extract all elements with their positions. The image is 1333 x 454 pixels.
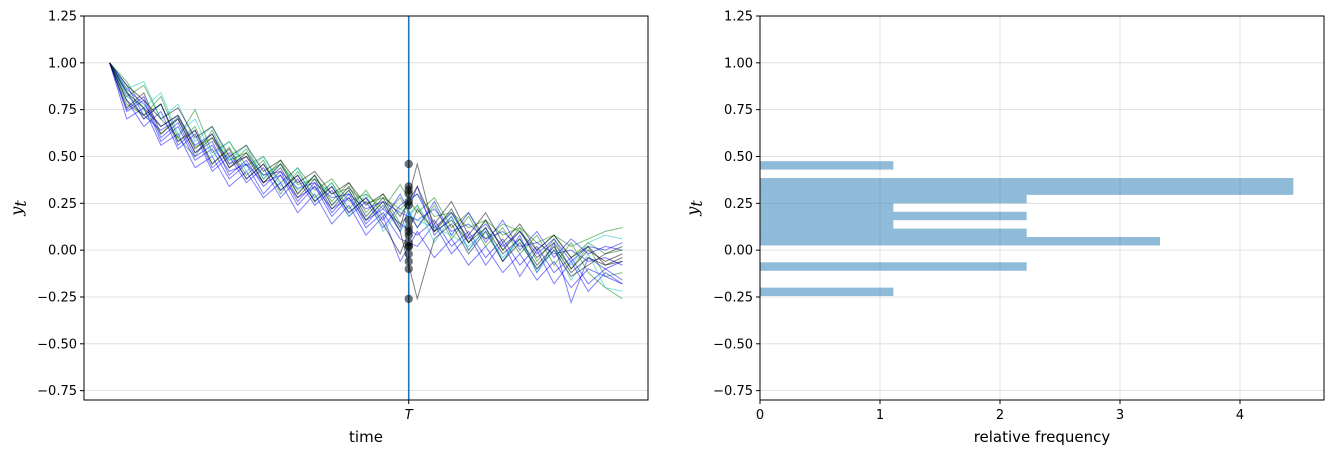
- paths-y-tick-label: 0.00: [48, 244, 77, 259]
- point-at-T: [404, 294, 413, 304]
- histogram-x-tick-label: 4: [1236, 408, 1244, 423]
- paths-series-group: [109, 62, 623, 305]
- point-at-T: [404, 264, 413, 274]
- histogram-bar: [760, 211, 1027, 221]
- histogram-bar: [760, 161, 894, 170]
- histogram-x-ticks: 0 1 2 3 4: [756, 400, 1244, 423]
- point-at-T: [404, 249, 413, 259]
- path-series-line: [109, 62, 623, 270]
- paths-y-tick-label: 0.25: [48, 197, 77, 212]
- histogram-x-tick-label: 1: [876, 408, 884, 423]
- histogram-x-tick-label: 3: [1116, 408, 1124, 423]
- path-series-line: [109, 62, 623, 301]
- histogram-panel: −0.75−0.50−0.250.000.250.500.751.001.25 …: [683, 10, 1325, 446]
- path-series-line: [109, 62, 623, 274]
- histogram-y-tick-label: 0.25: [724, 197, 753, 212]
- paths-y-tick-label: −0.75: [37, 384, 77, 399]
- histogram-y-tick-label: −0.50: [713, 337, 753, 352]
- histogram-y-ticks: −0.75 −0.50 −0.25 0.00 0.25 0.50 0.75 1.00 1.25: [713, 10, 760, 399]
- path-series-line: [109, 62, 623, 263]
- point-at-T: [404, 189, 413, 199]
- histogram-y-tick-label: 1.00: [724, 56, 753, 71]
- paths-y-axis-label: yt: [7, 200, 30, 217]
- histogram-bar: [760, 220, 894, 229]
- paths-x-tick-label: T: [405, 408, 414, 423]
- path-series-line: [109, 62, 623, 266]
- paths-y-axis-label-main: y: [7, 206, 26, 217]
- histogram-bar: [760, 203, 894, 212]
- histogram-bar: [760, 237, 1160, 246]
- histogram-y-tick-label: 1.25: [724, 10, 753, 25]
- point-at-T: [404, 200, 413, 210]
- histogram-y-tick-label: −0.25: [713, 290, 753, 305]
- paths-y-tick-label: 1.00: [48, 56, 77, 71]
- histogram-bars: [760, 161, 1294, 297]
- histogram-y-axis-label-subscript: t: [687, 200, 706, 207]
- histogram-y-axis-label: yt: [683, 200, 706, 217]
- histogram-y-tick-label: 0.00: [724, 244, 753, 259]
- histogram-x-axis-label: relative frequency: [974, 428, 1111, 446]
- paths-x-ticks: T: [405, 400, 414, 423]
- paths-points-at-T: [404, 159, 413, 304]
- point-at-T: [404, 215, 413, 225]
- point-at-T: [404, 257, 413, 266]
- histogram-x-tick-label: 0: [756, 408, 764, 423]
- path-series-line: [109, 62, 623, 266]
- paths-y-axis-label-subscript: t: [11, 200, 30, 207]
- paths-plot-frame: [83, 15, 649, 401]
- histogram-bar: [760, 186, 1294, 195]
- histogram-bar: [760, 178, 1294, 187]
- point-at-T: [404, 159, 413, 169]
- histogram-bar: [760, 228, 1027, 238]
- histogram-bar: [760, 287, 894, 297]
- histogram-y-axis-label-main: y: [683, 206, 702, 217]
- paths-panel: −0.75−0.50−0.250.000.250.500.751.001.25 …: [7, 10, 649, 446]
- path-series-line: [109, 62, 623, 289]
- paths-y-tick-label: 0.50: [48, 150, 77, 165]
- histogram-y-tick-label: 0.75: [724, 103, 753, 118]
- histogram-y-tick-label: 0.50: [724, 150, 753, 165]
- point-at-T: [404, 242, 413, 251]
- histogram-x-tick-label: 2: [996, 408, 1004, 423]
- paths-y-tick-label: 1.25: [48, 10, 77, 25]
- paths-x-axis-label: time: [349, 428, 383, 446]
- paths-y-ticks: −0.75 −0.50 −0.25 0.00 0.25 0.50 0.75 1.00 1.25: [37, 10, 84, 399]
- paths-y-tick-label: −0.25: [37, 290, 77, 305]
- point-at-T: [404, 230, 413, 240]
- paths-y-tick-label: −0.50: [37, 337, 77, 352]
- path-series-line: [109, 62, 623, 300]
- histogram-bar: [760, 262, 1027, 271]
- histogram-y-tick-label: −0.75: [713, 384, 753, 399]
- histogram-plot-frame: [759, 15, 1325, 401]
- paths-y-tick-label: 0.75: [48, 103, 77, 118]
- histogram-bar: [760, 194, 1027, 204]
